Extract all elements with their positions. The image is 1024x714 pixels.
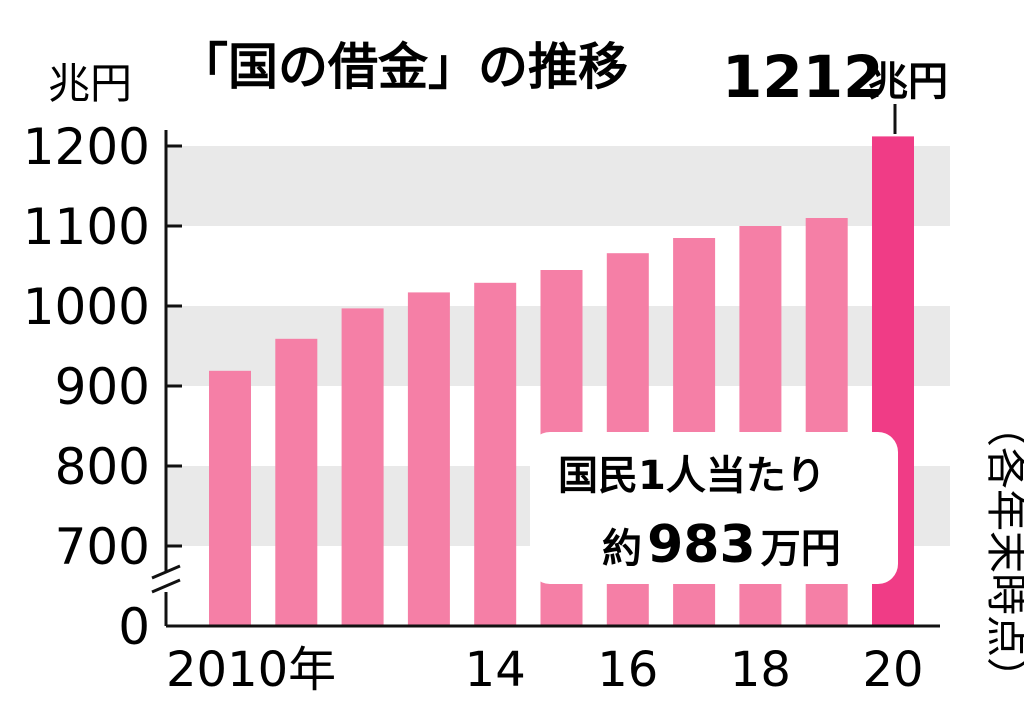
note-value: 983 xyxy=(647,515,756,575)
x-tick-label: 20 xyxy=(862,642,923,698)
x-tick-label: 2010年 xyxy=(166,642,336,698)
x-axis: 2010年 14 16 18 20 xyxy=(166,624,940,698)
side-note: （各年末時点） xyxy=(982,405,1024,699)
axis-break-mark xyxy=(151,564,181,594)
y-tick-label: 1200 xyxy=(23,118,150,176)
bar-2014 xyxy=(474,282,517,626)
y-axis: 0 700 800 900 1000 1100 1200 xyxy=(23,118,182,656)
y-axis-unit: 兆円 xyxy=(48,59,132,108)
per-capita-note: 国民1人当たり 約 983 万円 xyxy=(530,432,898,584)
y-tick-label: 900 xyxy=(55,358,150,416)
note-line2: 約 983 万円 xyxy=(602,515,841,575)
y-tick-label: 0 xyxy=(118,598,150,656)
note-box xyxy=(530,432,898,584)
note-prefix: 約 xyxy=(602,526,642,572)
callout-unit: 兆円 xyxy=(868,59,948,105)
y-tick-label: 700 xyxy=(55,518,150,576)
bar-2010 xyxy=(209,370,251,626)
note-line1: 国民1人当たり xyxy=(558,453,826,499)
y-tick-label: 800 xyxy=(55,438,150,496)
grid-band xyxy=(166,146,950,226)
bar-2013 xyxy=(407,292,450,626)
x-tick-label: 18 xyxy=(730,642,791,698)
y-tick-label: 1100 xyxy=(23,198,150,256)
bar-2011 xyxy=(275,338,318,626)
chart-title: 「国の借金」の推移 xyxy=(178,38,628,96)
y-tick-label: 1000 xyxy=(23,278,150,336)
peak-callout: 1212 兆円 xyxy=(722,43,948,134)
x-tick-label: 14 xyxy=(465,642,526,698)
x-tick-label: 16 xyxy=(597,642,658,698)
bar-2012 xyxy=(341,308,384,626)
callout-value: 1212 xyxy=(722,43,883,111)
svg-text:（各年末時点）: （各年末時点） xyxy=(982,405,1024,699)
note-suffix: 万円 xyxy=(761,526,841,572)
